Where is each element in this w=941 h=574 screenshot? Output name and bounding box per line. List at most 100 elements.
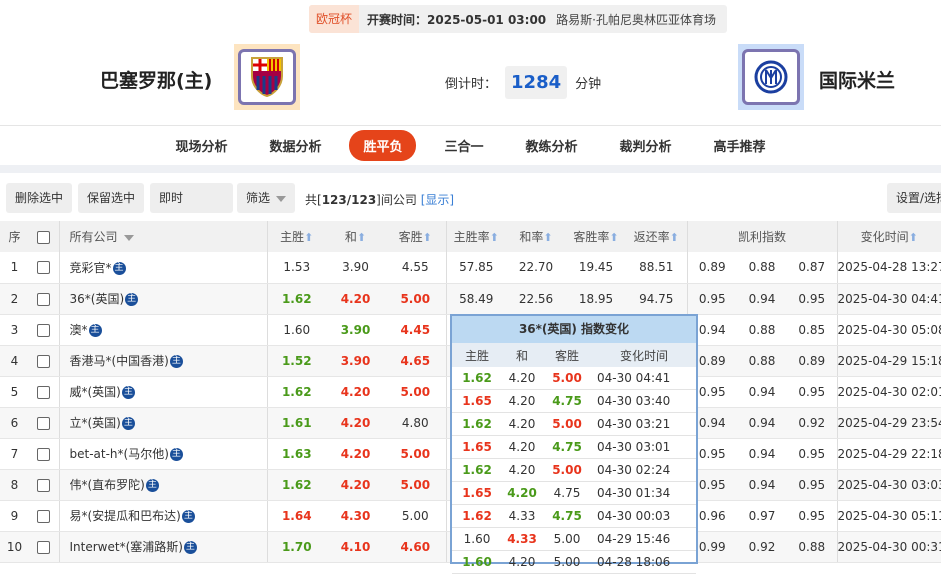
odds-value[interactable]: 1.62 (266, 469, 326, 501)
row-checkbox[interactable] (37, 416, 51, 430)
company-name[interactable]: 36*(英国) 主 (58, 283, 267, 315)
rate-value: 22.70 (506, 252, 566, 284)
odds-value[interactable]: 4.20 (326, 376, 385, 408)
tab-0[interactable]: 现场分析 (175, 140, 228, 155)
table-row[interactable]: 8 伟*(直布罗陀) 主 1.62 4.20 5.00 0.95 0.94 0.95 2025-0… (0, 469, 941, 501)
odds-value[interactable]: 1.70 (266, 531, 326, 563)
settings-button[interactable]: 设置/选择 (887, 183, 941, 213)
select-all-checkbox[interactable] (37, 230, 51, 244)
odds-value[interactable]: 1.52 (266, 345, 326, 377)
odds-value[interactable]: 5.00 (385, 500, 446, 532)
row-checkbox[interactable] (37, 540, 51, 554)
row-select[interactable] (29, 438, 59, 470)
row-select[interactable] (29, 376, 59, 408)
col-return-rate[interactable]: 返还率⬆ (626, 221, 687, 252)
odds-value[interactable]: 3.90 (326, 252, 385, 284)
away-team-logo[interactable] (738, 44, 804, 110)
row-checkbox[interactable] (37, 261, 51, 275)
odds-value[interactable]: 4.65 (385, 345, 446, 377)
col-away[interactable]: 客胜⬆ (385, 221, 446, 252)
company-name[interactable]: 威*(英国) 主 (58, 376, 267, 408)
away-team-name[interactable]: 国际米兰 (819, 70, 896, 92)
company-name[interactable]: Interwet*(塞浦路斯) 主 (58, 531, 267, 563)
company-name[interactable]: 香港马*(中国香港) 主 (58, 345, 267, 377)
col-home[interactable]: 主胜⬆ (266, 221, 326, 252)
odds-value[interactable]: 4.20 (326, 283, 385, 315)
odds-value[interactable]: 1.62 (266, 376, 326, 408)
mode-select[interactable]: 即时 (150, 183, 233, 232)
tab-5[interactable]: 裁判分析 (619, 140, 672, 155)
odds-value[interactable]: 4.20 (326, 438, 385, 470)
company-name[interactable]: 澳* 主 (58, 314, 267, 346)
countdown-label: 倒计时： (445, 77, 498, 92)
row-select[interactable] (29, 283, 59, 315)
home-team-logo[interactable] (234, 44, 300, 110)
row-select[interactable] (29, 531, 59, 563)
odds-value[interactable]: 1.53 (266, 252, 326, 284)
company-name[interactable]: bet-at-h*(马尔他) 主 (58, 438, 267, 470)
row-select[interactable] (29, 500, 59, 532)
row-select[interactable] (29, 314, 59, 346)
company-name[interactable]: 立*(英国) 主 (58, 407, 267, 439)
odds-value[interactable]: 4.30 (326, 500, 385, 532)
company-name[interactable]: 易*(安提瓜和巴布达) 主 (58, 500, 267, 532)
odds-value[interactable]: 5.00 (385, 283, 446, 315)
odds-value[interactable]: 4.55 (385, 252, 446, 284)
odds-value[interactable]: 4.10 (326, 531, 385, 563)
col-draw[interactable]: 和⬆ (326, 221, 385, 252)
row-checkbox[interactable] (37, 509, 51, 523)
odds-value[interactable]: 4.20 (326, 469, 385, 501)
odds-value[interactable]: 4.20 (326, 407, 385, 439)
row-checkbox[interactable] (37, 354, 51, 368)
odds-value[interactable]: 1.61 (266, 407, 326, 439)
kelly-value: 0.97 (737, 500, 787, 532)
tab-1[interactable]: 数据分析 (269, 140, 322, 155)
odds-value[interactable]: 1.62 (266, 283, 326, 315)
filter-dropdown[interactable]: 筛选 (237, 183, 296, 213)
row-index: 5 (0, 376, 29, 408)
col-draw-rate[interactable]: 和率⬆ (506, 221, 566, 252)
row-checkbox[interactable] (37, 323, 51, 337)
odds-value[interactable]: 3.90 (326, 314, 385, 346)
odds-value[interactable]: 1.64 (266, 500, 326, 532)
kelly-value: 0.88 (737, 252, 787, 284)
row-select[interactable] (29, 345, 59, 377)
tab-6[interactable]: 高手推荐 (713, 140, 766, 155)
row-checkbox[interactable] (37, 385, 51, 399)
odds-value[interactable]: 4.80 (385, 407, 446, 439)
odds-value[interactable]: 4.60 (385, 531, 446, 563)
company-name[interactable]: 竞彩官* 主 (58, 252, 267, 284)
popup-value: 04-30 01:34 (597, 486, 671, 500)
home-team-name[interactable]: 巴塞罗那(主) (100, 70, 213, 92)
odds-value[interactable]: 5.00 (385, 376, 446, 408)
show-link[interactable]: [显示] (420, 193, 455, 207)
row-checkbox[interactable] (37, 478, 51, 492)
row-select[interactable] (29, 407, 59, 439)
table-row[interactable]: 1 竞彩官* 主 1.53 3.90 4.55 57.85 22.70 19.45 88.51 0.… (0, 252, 941, 284)
odds-value[interactable]: 5.00 (385, 469, 446, 501)
odds-value[interactable]: 5.00 (385, 438, 446, 470)
row-checkbox[interactable] (37, 292, 51, 306)
row-checkbox[interactable] (37, 447, 51, 461)
tab-4[interactable]: 教练分析 (525, 140, 578, 155)
col-home-rate[interactable]: 主胜率⬆ (445, 221, 506, 252)
main-icon: 主 (121, 386, 135, 399)
tab-3[interactable]: 三合一 (444, 140, 484, 155)
delete-selected-button[interactable]: 删除选中 (6, 183, 73, 213)
col-company[interactable]: 所有公司 (58, 221, 267, 252)
row-select[interactable] (29, 252, 59, 284)
row-select[interactable] (29, 469, 59, 501)
col-change-time[interactable]: 变化时间⬆ (836, 221, 941, 252)
company-name[interactable]: 伟*(直布罗陀) 主 (58, 469, 267, 501)
change-time: 2025-04-30 04:41 (836, 283, 941, 315)
col-away-rate[interactable]: 客胜率⬆ (566, 221, 626, 252)
odds-value[interactable]: 3.90 (326, 345, 385, 377)
odds-value[interactable]: 1.63 (266, 438, 326, 470)
tab-2[interactable]: 胜平负 (349, 130, 417, 161)
table-row[interactable]: 2 36*(英国) 主 1.62 4.20 5.00 58.49 22.56 18.95 94.7… (0, 283, 941, 315)
competition-badge[interactable]: 欧冠杯 (309, 5, 360, 33)
col-select-all[interactable] (29, 221, 59, 252)
keep-selected-button[interactable]: 保留选中 (78, 183, 145, 213)
odds-value[interactable]: 4.45 (385, 314, 446, 346)
odds-value[interactable]: 1.60 (266, 314, 326, 346)
